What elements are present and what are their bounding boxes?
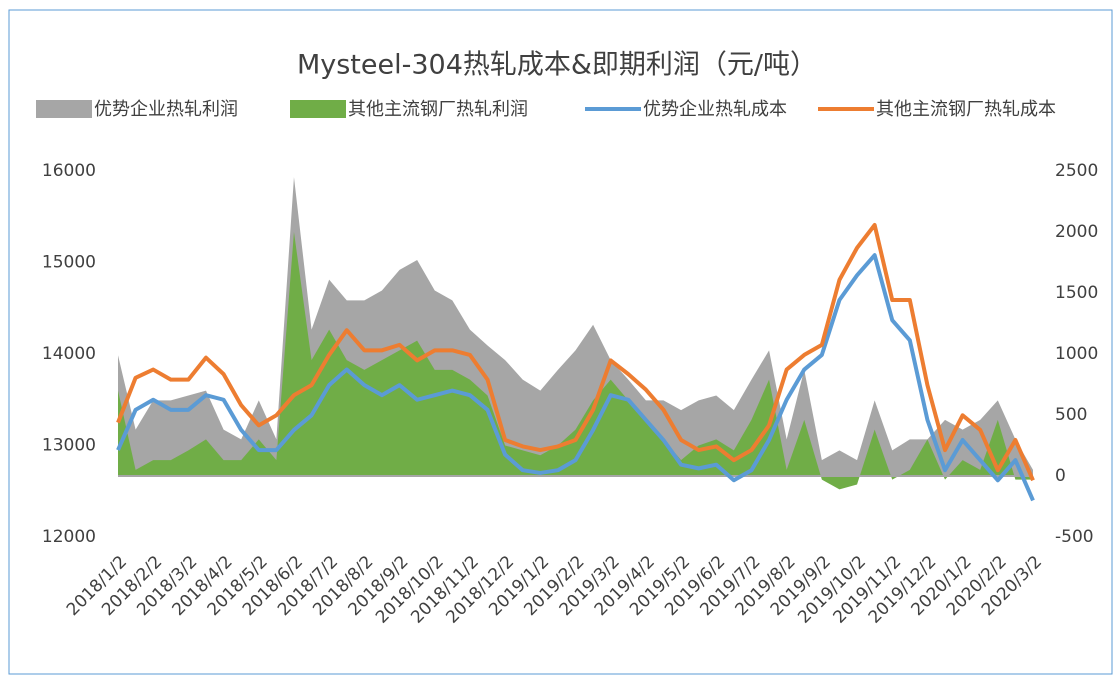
legend-label: 其他主流钢厂热轧利润	[348, 99, 528, 120]
area	[118, 232, 1033, 490]
legend-label: 优势企业热轧利润	[94, 99, 238, 120]
line	[116, 253, 1035, 502]
line	[116, 222, 1035, 482]
y2-tick-label: 2500	[1055, 161, 1098, 181]
chart-title: Mysteel-304热轧成本&即期利润（元/吨）	[297, 50, 817, 81]
y-tick-label: 13000	[42, 436, 96, 456]
y2-tick-label: 500	[1055, 405, 1087, 425]
y2-tick-label: -500	[1055, 527, 1094, 547]
y-tick-label: 12000	[42, 527, 96, 547]
y2-tick-label: 1000	[1055, 344, 1098, 364]
chart-frame	[8, 9, 1113, 675]
y2-tick-label: 1500	[1055, 283, 1098, 303]
y-tick-label: 14000	[42, 344, 96, 364]
legend-label: 优势企业热轧成本	[643, 99, 787, 120]
y2-tick-label: 0	[1055, 466, 1066, 486]
legend-label: 其他主流钢厂热轧成本	[876, 99, 1056, 120]
y-tick-label: 15000	[42, 253, 96, 273]
legend-swatch	[36, 100, 92, 118]
legend-swatch	[290, 100, 346, 118]
y-tick-label: 16000	[42, 161, 96, 181]
y2-tick-label: 2000	[1055, 222, 1098, 242]
